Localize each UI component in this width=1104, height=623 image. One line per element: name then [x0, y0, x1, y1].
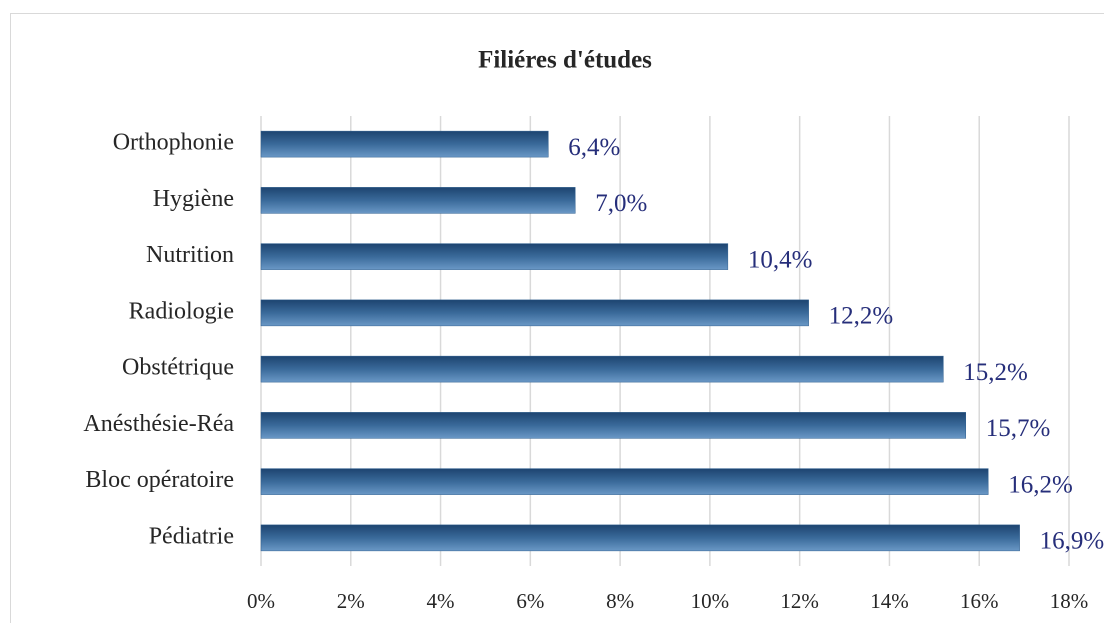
y-tick-label: Radiologie [129, 298, 234, 324]
y-tick-label: Anésthésie-Réa [83, 411, 234, 437]
bar [260, 468, 989, 495]
y-tick-label: Bloc opératoire [85, 467, 234, 493]
value-label: 16,2% [1008, 471, 1073, 498]
y-tick-label: Hygiène [153, 186, 234, 212]
x-tick-label: 0% [247, 589, 275, 613]
value-label: 7,0% [595, 190, 647, 217]
bar [260, 299, 809, 327]
value-label: 16,9% [1040, 528, 1104, 555]
x-tick-label: 2% [337, 589, 365, 613]
value-label: 15,7% [986, 415, 1051, 442]
bar [260, 524, 1020, 552]
x-tick-label: 4% [427, 589, 455, 613]
bar [260, 243, 729, 270]
value-label: 15,2% [963, 359, 1028, 386]
chart-title: Filiéres d'études [478, 47, 652, 74]
y-tick-label: Nutrition [146, 242, 234, 268]
bar [260, 355, 944, 383]
x-tick-label: 14% [870, 589, 909, 613]
bar [260, 412, 967, 439]
bar [260, 187, 576, 214]
y-tick-label: Obstétrique [122, 355, 234, 381]
y-tick-label: Pédiatrie [149, 523, 234, 549]
value-label: 6,4% [568, 134, 620, 161]
bar [260, 130, 549, 158]
x-tick-label: 6% [516, 589, 544, 613]
x-tick-label: 18% [1050, 589, 1089, 613]
value-label: 12,2% [829, 303, 894, 330]
x-tick-label: 8% [606, 589, 634, 613]
x-tick-label: 10% [691, 589, 730, 613]
value-label: 10,4% [748, 246, 813, 273]
y-tick-label: Orthophonie [113, 130, 234, 156]
x-tick-label: 12% [780, 589, 819, 613]
x-tick-label: 16% [960, 589, 999, 613]
